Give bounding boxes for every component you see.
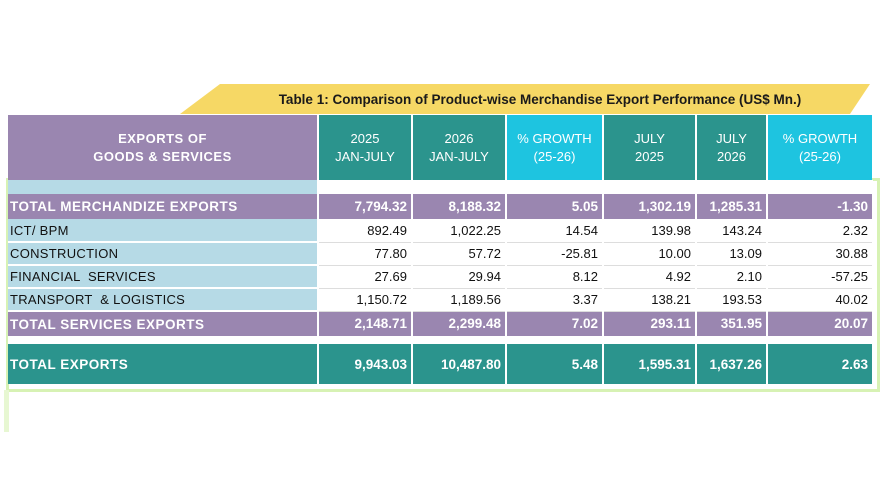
row-label: CONSTRUCTION — [8, 242, 319, 266]
cell-value: 9,943.03 — [318, 344, 413, 384]
row-label: TOTAL SERVICES EXPORTS — [8, 311, 319, 336]
cell-value: 3.37 — [506, 288, 604, 312]
cell-value: 1,302.19 — [603, 194, 697, 219]
cell-value: 20.07 — [767, 311, 872, 336]
cell-value: 13.09 — [696, 242, 768, 266]
cell-value: 30.88 — [767, 242, 872, 266]
cell-value: 892.49 — [318, 219, 413, 243]
table-row-transport-logistics: TRANSPORT & LOGISTICS 1,150.72 1,189.56 … — [8, 288, 872, 312]
cell-value: 57.72 — [412, 242, 507, 266]
cell-value: -25.81 — [506, 242, 604, 266]
cell-value: 351.95 — [696, 311, 768, 336]
cell-value: 2,299.48 — [412, 311, 507, 336]
cell-value: 8.12 — [506, 265, 604, 289]
cell-value: -57.25 — [767, 265, 872, 289]
header-row: EXPORTS OF GOODS & SERVICES 2025 JAN-JULY … — [8, 115, 872, 180]
row-label: FINANCIAL SERVICES — [8, 265, 319, 289]
table-row-construction: CONSTRUCTION 77.80 57.72 -25.81 10.00 13… — [8, 242, 872, 266]
row-label: TRANSPORT & LOGISTICS — [8, 288, 319, 312]
header-2026-jan-july: 2026 JAN-JULY — [412, 115, 507, 180]
cell-value: 2.32 — [767, 219, 872, 243]
header-exports-label: EXPORTS OF GOODS & SERVICES — [8, 115, 319, 180]
cell-value: 143.24 — [696, 219, 768, 243]
cell-value: -1.30 — [767, 194, 872, 219]
header-july-2026: JULY 2026 — [696, 115, 768, 180]
cell-value: 2.63 — [767, 344, 872, 384]
row-label: TOTAL MERCHANDIZE EXPORTS — [8, 194, 319, 219]
table-title: Table 1: Comparison of Product-wise Merc… — [278, 91, 802, 107]
cell-value: 29.94 — [412, 265, 507, 289]
cell-value: 1,285.31 — [696, 194, 768, 219]
table-title-banner: Table 1: Comparison of Product-wise Merc… — [180, 84, 870, 114]
cell-value: 77.80 — [318, 242, 413, 266]
header-growth-jan-july: % GROWTH (25-26) — [506, 115, 604, 180]
gap-row — [8, 336, 872, 344]
table-row-total-exports: TOTAL EXPORTS 9,943.03 10,487.80 5.48 1,… — [8, 344, 872, 384]
cell-value: 8,188.32 — [412, 194, 507, 219]
table-row-total-merchandize: TOTAL MERCHANDIZE EXPORTS 7,794.32 8,188… — [8, 194, 872, 219]
row-label: ICT/ BPM — [8, 219, 319, 243]
cell-value: 14.54 — [506, 219, 604, 243]
cell-value: 5.48 — [506, 344, 604, 384]
cell-value: 40.02 — [767, 288, 872, 312]
spacer-row — [8, 180, 873, 194]
cell-value: 138.21 — [603, 288, 697, 312]
cell-value: 293.11 — [603, 311, 697, 336]
table-row-ict-bpm: ICT/ BPM 892.49 1,022.25 14.54 139.98 14… — [8, 219, 872, 243]
cell-value: 7,794.32 — [318, 194, 413, 219]
cell-value: 4.92 — [603, 265, 697, 289]
table-row-financial-services: FINANCIAL SERVICES 27.69 29.94 8.12 4.92… — [8, 265, 872, 289]
cell-value: 1,595.31 — [603, 344, 697, 384]
header-2025-jan-july: 2025 JAN-JULY — [318, 115, 413, 180]
cell-value: 2,148.71 — [318, 311, 413, 336]
cell-value: 1,189.56 — [412, 288, 507, 312]
table-row-total-services: TOTAL SERVICES EXPORTS 2,148.71 2,299.48… — [8, 311, 872, 336]
cell-value: 5.05 — [506, 194, 604, 219]
cell-value: 10.00 — [603, 242, 697, 266]
cell-value: 193.53 — [696, 288, 768, 312]
cell-value: 1,022.25 — [412, 219, 507, 243]
cell-value: 1,637.26 — [696, 344, 768, 384]
cell-value: 1,150.72 — [318, 288, 413, 312]
header-growth-july: % GROWTH (25-26) — [767, 115, 872, 180]
cell-value: 139.98 — [603, 219, 697, 243]
cell-value: 7.02 — [506, 311, 604, 336]
green-frame-stub — [4, 390, 9, 432]
row-label: TOTAL EXPORTS — [8, 344, 319, 384]
export-table: EXPORTS OF GOODS & SERVICES 2025 JAN-JULY … — [8, 115, 873, 384]
cell-value: 10,487.80 — [412, 344, 507, 384]
cell-value: 27.69 — [318, 265, 413, 289]
header-july-2025: JULY 2025 — [603, 115, 697, 180]
cell-value: 2.10 — [696, 265, 768, 289]
